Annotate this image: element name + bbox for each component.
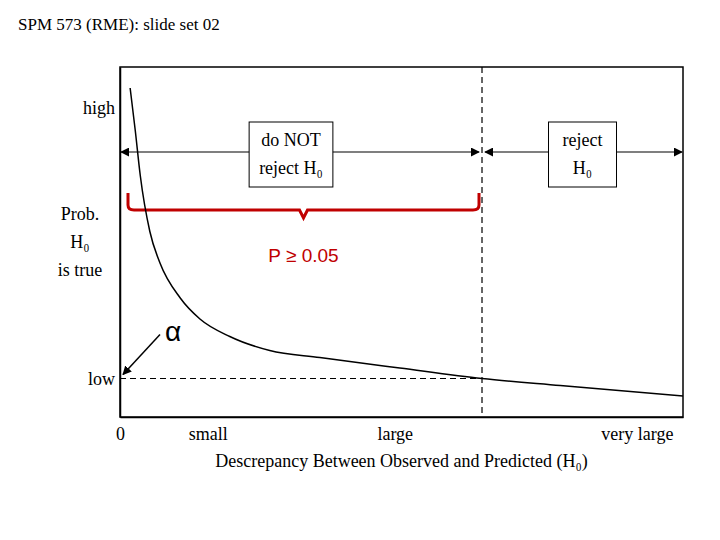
reject-box-text: H₀ xyxy=(573,158,592,178)
x-tick-label: 0 xyxy=(116,424,125,444)
threshold-line xyxy=(481,67,482,417)
bracket xyxy=(128,193,479,218)
y-axis-title: Prob. xyxy=(61,204,100,224)
x-tick-label: large xyxy=(377,424,413,444)
alpha-line xyxy=(120,378,482,379)
no-reject-box: do NOT reject H₀ xyxy=(249,122,333,187)
no-reject-box-text: do NOT xyxy=(261,130,321,150)
y-axis-line xyxy=(120,68,122,418)
x-tick: small xyxy=(189,417,228,444)
alpha-arrow xyxy=(123,335,160,375)
y-axis-title: is true xyxy=(58,260,103,280)
x-tick-label: small xyxy=(189,424,228,444)
reject-box-text: reject xyxy=(563,130,603,150)
y-axis-title: H₀ xyxy=(70,232,89,252)
y-tick: low xyxy=(88,369,120,389)
x-axis-line xyxy=(121,417,684,419)
plot-area xyxy=(130,88,683,396)
title: SPM 573 (RME): slide set 02 xyxy=(18,15,220,34)
x-tick-label: very large xyxy=(601,424,673,444)
chart-svg: SPM 573 (RME): slide set 02 0 small large ve… xyxy=(0,0,720,540)
x-axis: 0 small large very large xyxy=(116,417,684,444)
y-tick-label: low xyxy=(88,369,115,389)
no-reject-box-text: reject H₀ xyxy=(259,158,323,178)
y-tick-label: high xyxy=(83,98,115,118)
plot-frame xyxy=(120,67,683,417)
bracket-label: P ≥ 0.05 xyxy=(268,245,338,266)
x-tick: large xyxy=(377,417,413,444)
alpha-label: α xyxy=(165,316,181,347)
x-tick: very large xyxy=(601,417,673,444)
no-reject-box-frame xyxy=(249,122,333,187)
y-tick: high xyxy=(83,98,120,118)
reject-box: reject H₀ xyxy=(549,122,617,187)
x-tick: 0 xyxy=(116,417,125,444)
curve xyxy=(130,88,683,396)
x-axis-title: Descrepancy Between Observed and Predict… xyxy=(215,451,588,472)
reject-box-frame xyxy=(549,122,617,187)
